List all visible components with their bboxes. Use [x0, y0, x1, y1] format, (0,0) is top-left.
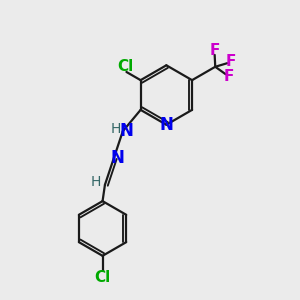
Text: F: F [226, 54, 236, 69]
Text: H: H [90, 175, 100, 189]
Text: N: N [159, 116, 173, 134]
Text: F: F [210, 43, 220, 58]
Text: F: F [224, 69, 234, 84]
Text: Cl: Cl [94, 270, 111, 285]
Text: N: N [110, 149, 124, 167]
Text: Cl: Cl [117, 59, 133, 74]
Text: H: H [111, 122, 122, 136]
Text: N: N [119, 122, 133, 140]
